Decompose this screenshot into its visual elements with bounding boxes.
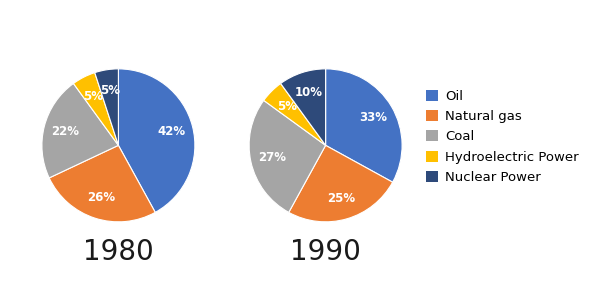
Text: 1990: 1990 (290, 237, 361, 266)
Text: 42%: 42% (157, 125, 186, 138)
Text: 5%: 5% (276, 100, 297, 113)
Wedge shape (73, 73, 118, 145)
Text: 10%: 10% (295, 86, 323, 99)
Wedge shape (281, 69, 326, 145)
Wedge shape (42, 84, 118, 178)
Text: 1980: 1980 (83, 237, 154, 266)
Text: 33%: 33% (359, 111, 387, 124)
Legend: Oil, Natural gas, Coal, Hydroelectric Power, Nuclear Power: Oil, Natural gas, Coal, Hydroelectric Po… (423, 86, 583, 188)
Text: 25%: 25% (327, 192, 355, 205)
Text: 5%: 5% (100, 84, 120, 97)
Text: 26%: 26% (87, 191, 115, 204)
Wedge shape (289, 145, 392, 222)
Text: 22%: 22% (51, 125, 79, 138)
Wedge shape (49, 145, 155, 222)
Wedge shape (249, 100, 326, 212)
Wedge shape (95, 69, 118, 145)
Text: 27%: 27% (258, 151, 286, 164)
Text: 5%: 5% (83, 90, 104, 103)
Wedge shape (118, 69, 195, 212)
Wedge shape (263, 84, 326, 145)
Wedge shape (326, 69, 402, 182)
